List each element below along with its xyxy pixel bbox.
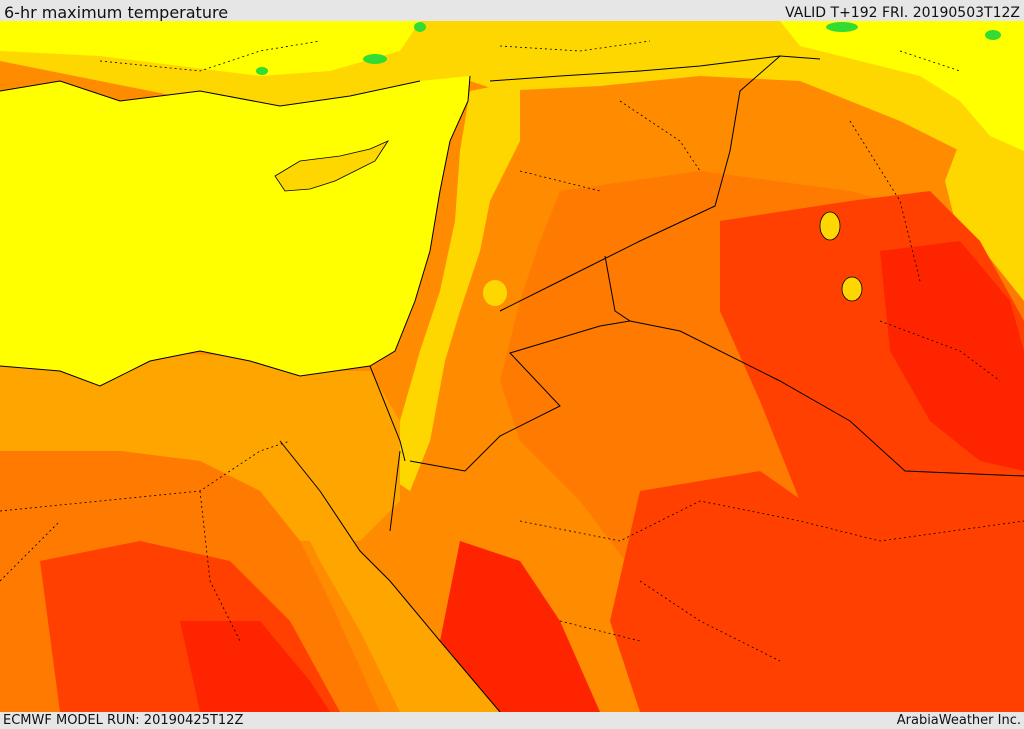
border-line	[409, 255, 632, 472]
band-lake-warm	[841, 276, 863, 302]
band-cyprus-warm	[274, 140, 390, 192]
band-arabia-very-hot	[610, 471, 900, 712]
border-line	[489, 55, 821, 82]
header-bar	[0, 0, 1024, 22]
border-line	[499, 55, 781, 312]
temperature-map	[0, 21, 1024, 712]
border-line	[369, 365, 406, 462]
model-run-label: ECMWF MODEL RUN: 20190425T12Z	[3, 713, 244, 728]
band-iraq-extreme	[880, 241, 1024, 471]
coastline	[389, 450, 401, 532]
province-boundary	[519, 100, 1001, 382]
band-arabia-extreme	[440, 541, 600, 712]
band-cool-spot	[363, 54, 387, 64]
band-levant-warm	[395, 81, 520, 491]
band-egypt-extreme	[180, 621, 330, 712]
band-cool-spot	[826, 22, 858, 32]
footer-bar	[0, 712, 1024, 729]
band-oasis-warm	[483, 280, 507, 306]
band-cool-spot	[256, 67, 268, 75]
border-line	[629, 320, 1024, 477]
band-north-mild	[0, 21, 420, 76]
band-lake-warm	[819, 211, 841, 241]
band-red-sea-hot	[280, 441, 500, 712]
band-east-warm	[945, 141, 1024, 311]
province-boundary	[519, 500, 1024, 662]
map-title: 6-hr maximum temperature	[4, 3, 229, 22]
province-boundary	[99, 40, 961, 72]
credit-label: ArabiaWeather Inc.	[896, 713, 1021, 728]
province-boundary	[0, 440, 291, 642]
valid-time-label: VALID T+192 FRI. 20190503T12Z	[785, 5, 1020, 21]
coastline	[279, 440, 501, 712]
band-northeast-mild	[780, 21, 1024, 151]
band-cool-spot	[985, 30, 1001, 40]
coastline	[0, 80, 421, 107]
band-cool-spot	[414, 22, 426, 32]
